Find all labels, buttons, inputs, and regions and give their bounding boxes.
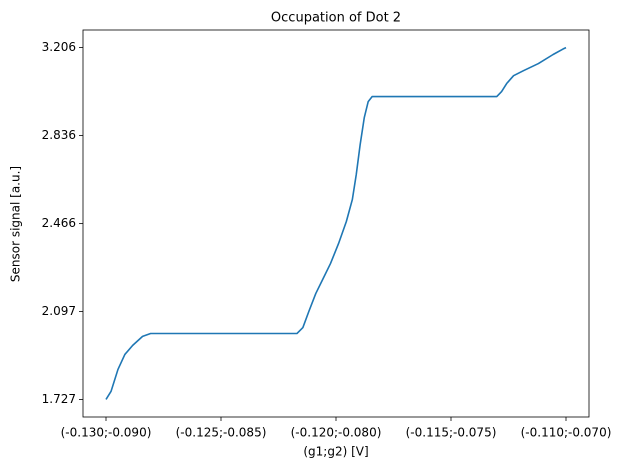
y-axis-label: Sensor signal [a.u.]	[9, 166, 23, 282]
x-tick-label: (-0.130;-0.090)	[61, 426, 152, 440]
data-line	[105, 46, 567, 400]
chart-title: Occupation of Dot 2	[271, 11, 401, 26]
y-tick-label: 2.836	[42, 128, 76, 142]
x-tick-label: (-0.125;-0.085)	[176, 426, 267, 440]
y-tick-label: 2.466	[42, 216, 76, 230]
x-axis-label: (g1;g2) [V]	[303, 445, 368, 459]
x-tick-label: (-0.115;-0.075)	[406, 426, 497, 440]
y-tick-label: 1.727	[42, 392, 76, 406]
plot-frame	[82, 29, 590, 418]
y-tick-label: 3.206	[42, 40, 76, 54]
x-tick-label: (-0.110;-0.070)	[521, 426, 612, 440]
x-tick-label: (-0.120;-0.080)	[291, 426, 382, 440]
y-tick-label: 2.097	[42, 304, 76, 318]
